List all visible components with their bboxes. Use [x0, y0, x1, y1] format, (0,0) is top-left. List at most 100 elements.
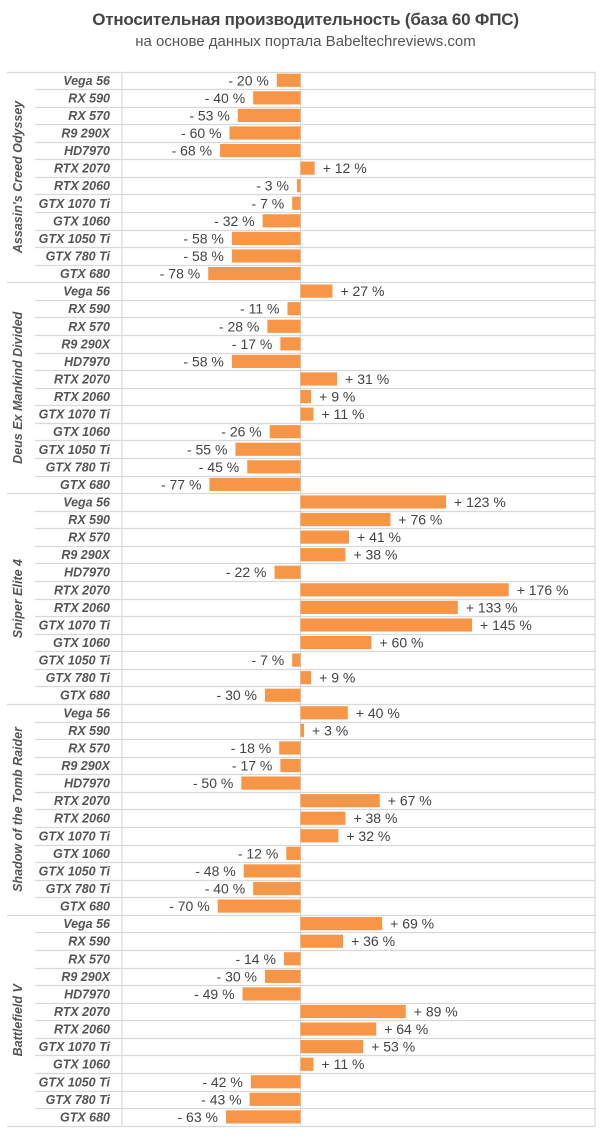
bar	[300, 1022, 377, 1036]
bar	[241, 776, 301, 790]
category-label: RTX 2070	[54, 794, 110, 808]
bar	[249, 1092, 301, 1106]
value-label: - 43 %	[201, 1091, 241, 1107]
value-label: - 7 %	[252, 195, 285, 211]
value-label: + 31 %	[345, 371, 389, 387]
bar	[300, 1057, 314, 1071]
bar	[242, 987, 301, 1001]
bar	[253, 91, 301, 105]
value-label: - 53 %	[189, 107, 229, 123]
value-label: + 11 %	[322, 406, 365, 422]
bar	[283, 952, 301, 966]
value-label: - 58 %	[183, 353, 223, 369]
bar	[300, 618, 473, 632]
value-label: + 133 %	[466, 599, 518, 615]
value-label: - 77 %	[161, 476, 201, 492]
category-label: GTX 1070 Ti	[39, 197, 111, 211]
bar	[269, 425, 301, 439]
value-label: + 176 %	[517, 582, 569, 598]
bar	[300, 635, 372, 650]
category-label: Vega 56	[63, 495, 111, 509]
category-label: R9 290X	[61, 548, 110, 562]
bar	[247, 460, 301, 474]
category-label: Vega 56	[63, 285, 111, 299]
bar	[279, 741, 301, 755]
category-label: R9 290X	[61, 126, 110, 140]
value-label: - 3 %	[256, 178, 289, 194]
category-label: HD7970	[64, 355, 110, 369]
value-label: - 42 %	[202, 1074, 242, 1090]
value-label: - 22 %	[226, 564, 266, 580]
bar	[235, 442, 301, 456]
value-label: - 18 %	[231, 740, 271, 756]
category-label: GTX 1060	[53, 214, 110, 228]
bar	[274, 565, 301, 579]
category-label: RX 590	[68, 302, 110, 316]
category-label: R9 290X	[61, 970, 110, 984]
bar	[300, 389, 312, 404]
value-label: - 40 %	[205, 881, 245, 897]
value-label: - 48 %	[195, 863, 235, 879]
bar	[300, 811, 346, 825]
bar	[300, 284, 333, 298]
category-label: GTX 1070 Ti	[39, 408, 111, 422]
value-label: + 38 %	[353, 547, 397, 563]
bar	[300, 934, 344, 948]
bar	[231, 249, 301, 263]
value-label: + 9 %	[319, 389, 355, 405]
bar	[300, 512, 391, 527]
value-label: + 27 %	[340, 283, 384, 299]
value-label: + 123 %	[454, 494, 506, 510]
category-label: GTX 1070 Ti	[39, 829, 111, 843]
value-label: - 20 %	[228, 72, 268, 88]
bar	[296, 179, 301, 193]
category-label: Vega 56	[63, 917, 111, 931]
value-label: + 32 %	[346, 828, 390, 844]
category-label: RTX 2060	[54, 390, 110, 404]
value-label: + 67 %	[388, 793, 432, 809]
group-label: Assasin's Creed Odyssey	[11, 100, 25, 254]
category-label: GTX 680	[60, 900, 110, 914]
category-label: GTX 1050 Ti	[39, 443, 111, 457]
bar	[225, 1110, 301, 1124]
value-label: + 38 %	[353, 810, 397, 826]
category-label: GTX 780 Ti	[46, 460, 111, 474]
category-label: HD7970	[64, 566, 110, 580]
category-label: GTX 1070 Ti	[39, 1040, 111, 1054]
value-label: - 28 %	[219, 318, 259, 334]
bar	[300, 600, 458, 614]
category-label: GTX 1050 Ti	[39, 654, 111, 668]
category-label: RX 570	[68, 531, 110, 545]
value-label: + 41 %	[357, 529, 401, 545]
bar	[300, 372, 338, 386]
category-label: RX 590	[68, 91, 110, 105]
group-label: Shadow of the Tomb Raider	[11, 726, 25, 892]
category-label: GTX 1050 Ti	[39, 1075, 111, 1089]
category-label: RTX 2070	[54, 162, 110, 176]
bar	[300, 407, 314, 421]
value-label: - 12 %	[238, 845, 278, 861]
bar	[220, 143, 301, 158]
chart-title: Относительная производительность (база 6…	[92, 10, 519, 29]
category-label: GTX 680	[60, 689, 110, 703]
category-label: RX 590	[68, 513, 110, 527]
value-label: + 3 %	[312, 722, 348, 738]
value-label: - 63 %	[178, 1109, 218, 1125]
category-label: GTX 680	[60, 267, 110, 281]
category-label: RX 570	[68, 741, 110, 755]
value-label: - 68 %	[172, 143, 212, 159]
bar	[267, 319, 301, 333]
group-label: Battlefield V	[11, 983, 25, 1057]
value-label: - 70 %	[169, 898, 209, 914]
bar	[265, 969, 301, 983]
value-label: - 32 %	[214, 213, 254, 229]
value-label: - 17 %	[232, 336, 272, 352]
bar	[280, 758, 301, 773]
value-label: - 30 %	[217, 687, 257, 703]
chart-subtitle: на основе данных портала Babeltechreview…	[135, 33, 476, 50]
value-label: - 58 %	[183, 248, 223, 264]
category-label: GTX 1060	[53, 636, 110, 650]
bar	[276, 73, 301, 87]
category-label: R9 290X	[61, 337, 110, 351]
category-label: GTX 1060	[53, 1058, 110, 1072]
